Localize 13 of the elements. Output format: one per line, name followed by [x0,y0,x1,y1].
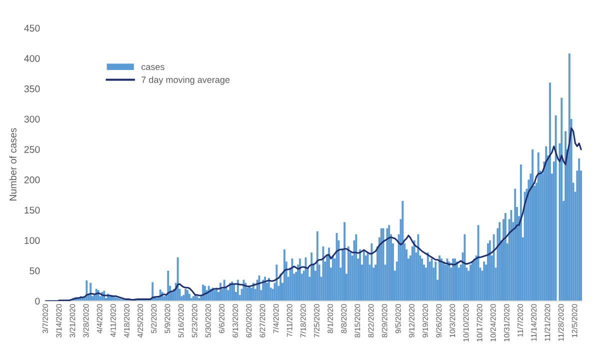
y-tick-label: 0 [35,298,40,305]
legend-label: 7 day moving average [142,76,230,85]
y-tick-label: 250 [24,146,40,153]
y-axis-title: Number of cases [9,128,16,200]
y-tick-label: 400 [24,55,40,62]
y-tick-label: 200 [24,176,40,184]
y-tick-label: 100 [24,237,40,244]
y-tick-label: 300 [24,116,40,123]
y-tick-label: 150 [24,206,40,214]
y-tick-label: 350 [24,85,40,92]
y-tick-label: 50 [30,267,40,274]
y-tick-label: 450 [24,24,40,32]
legend-label: cases [142,65,164,70]
